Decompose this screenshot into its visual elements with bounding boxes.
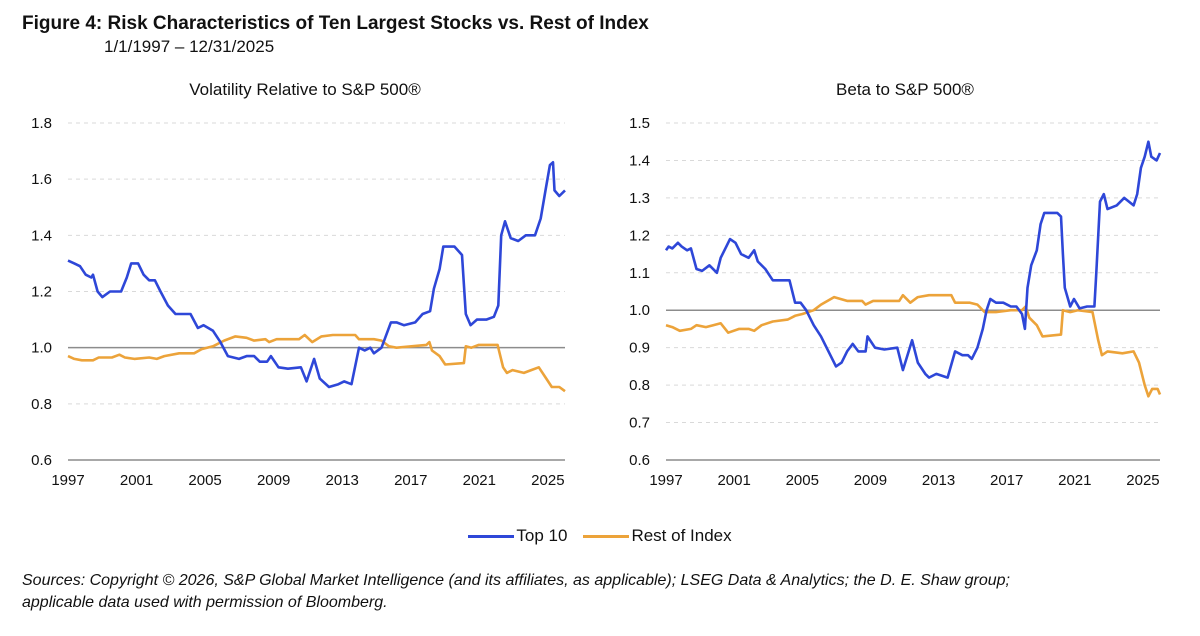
source-line-2: applicable data used with permission of …: [22, 594, 388, 611]
y-tick-label: 0.7: [629, 415, 650, 432]
y-tick-label: 1.4: [31, 227, 52, 244]
x-tick-label: 2021: [1058, 472, 1091, 489]
series-line-top-10: [67, 161, 566, 389]
right-chart-title: Beta to S&P 500®: [836, 80, 974, 99]
series-line-top-10: [664, 140, 1162, 379]
y-tick-label: 1.2: [629, 227, 650, 244]
x-tick-label: 2001: [717, 472, 750, 489]
y-tick-label: 1.2: [31, 284, 52, 301]
y-tick-label: 0.8: [629, 377, 650, 394]
y-tick-label: 0.9: [629, 340, 650, 357]
legend-item-rest: Rest of Index: [583, 526, 732, 546]
y-tick-label: 1.8: [31, 115, 52, 132]
x-tick-label: 2021: [463, 472, 496, 489]
x-tick-label: 2013: [922, 472, 955, 489]
y-tick-label: 1.0: [629, 302, 650, 319]
source-note: Sources: Copyright © 2026, S&P Global Ma…: [22, 570, 1182, 614]
x-tick-label: 1997: [51, 472, 84, 489]
y-tick-label: 1.6: [31, 171, 52, 188]
series-line-rest-of-index: [665, 293, 1162, 398]
legend-item-top10: Top 10: [468, 526, 567, 546]
source-line-1: Sources: Copyright © 2026, S&P Global Ma…: [22, 572, 1010, 589]
y-tick-label: 0.8: [31, 396, 52, 413]
x-tick-label: 2005: [188, 472, 221, 489]
figure-subtitle: 1/1/1997 – 12/31/2025: [104, 37, 275, 56]
y-tick-label: 0.6: [629, 452, 650, 469]
legend-swatch-rest: [583, 534, 630, 538]
figure-title: Figure 4: Risk Characteristics of Ten La…: [22, 13, 649, 34]
y-tick-label: 0.6: [31, 452, 52, 469]
legend: Top 10 Rest of Index: [0, 526, 1200, 546]
y-tick-label: 1.3: [629, 190, 650, 207]
y-tick-label: 1.4: [629, 152, 650, 169]
x-tick-label: 2009: [854, 472, 887, 489]
y-tick-label: 1.0: [31, 340, 52, 357]
legend-swatch-top10: [468, 534, 515, 538]
x-tick-label: 1997: [649, 472, 682, 489]
x-tick-label: 2005: [786, 472, 819, 489]
series-line-rest-of-index: [67, 333, 566, 393]
x-tick-label: 2017: [990, 472, 1023, 489]
x-tick-label: 2001: [120, 472, 153, 489]
x-tick-label: 2025: [531, 472, 564, 489]
x-tick-label: 2013: [326, 472, 359, 489]
left-chart-title: Volatility Relative to S&P 500®: [189, 80, 421, 99]
x-tick-label: 2009: [257, 472, 290, 489]
y-tick-label: 1.5: [629, 115, 650, 132]
y-tick-label: 1.1: [629, 265, 650, 282]
legend-label: Rest of Index: [631, 526, 732, 545]
legend-label: Top 10: [516, 526, 568, 545]
x-tick-label: 2017: [394, 472, 427, 489]
x-tick-label: 2025: [1126, 472, 1159, 489]
